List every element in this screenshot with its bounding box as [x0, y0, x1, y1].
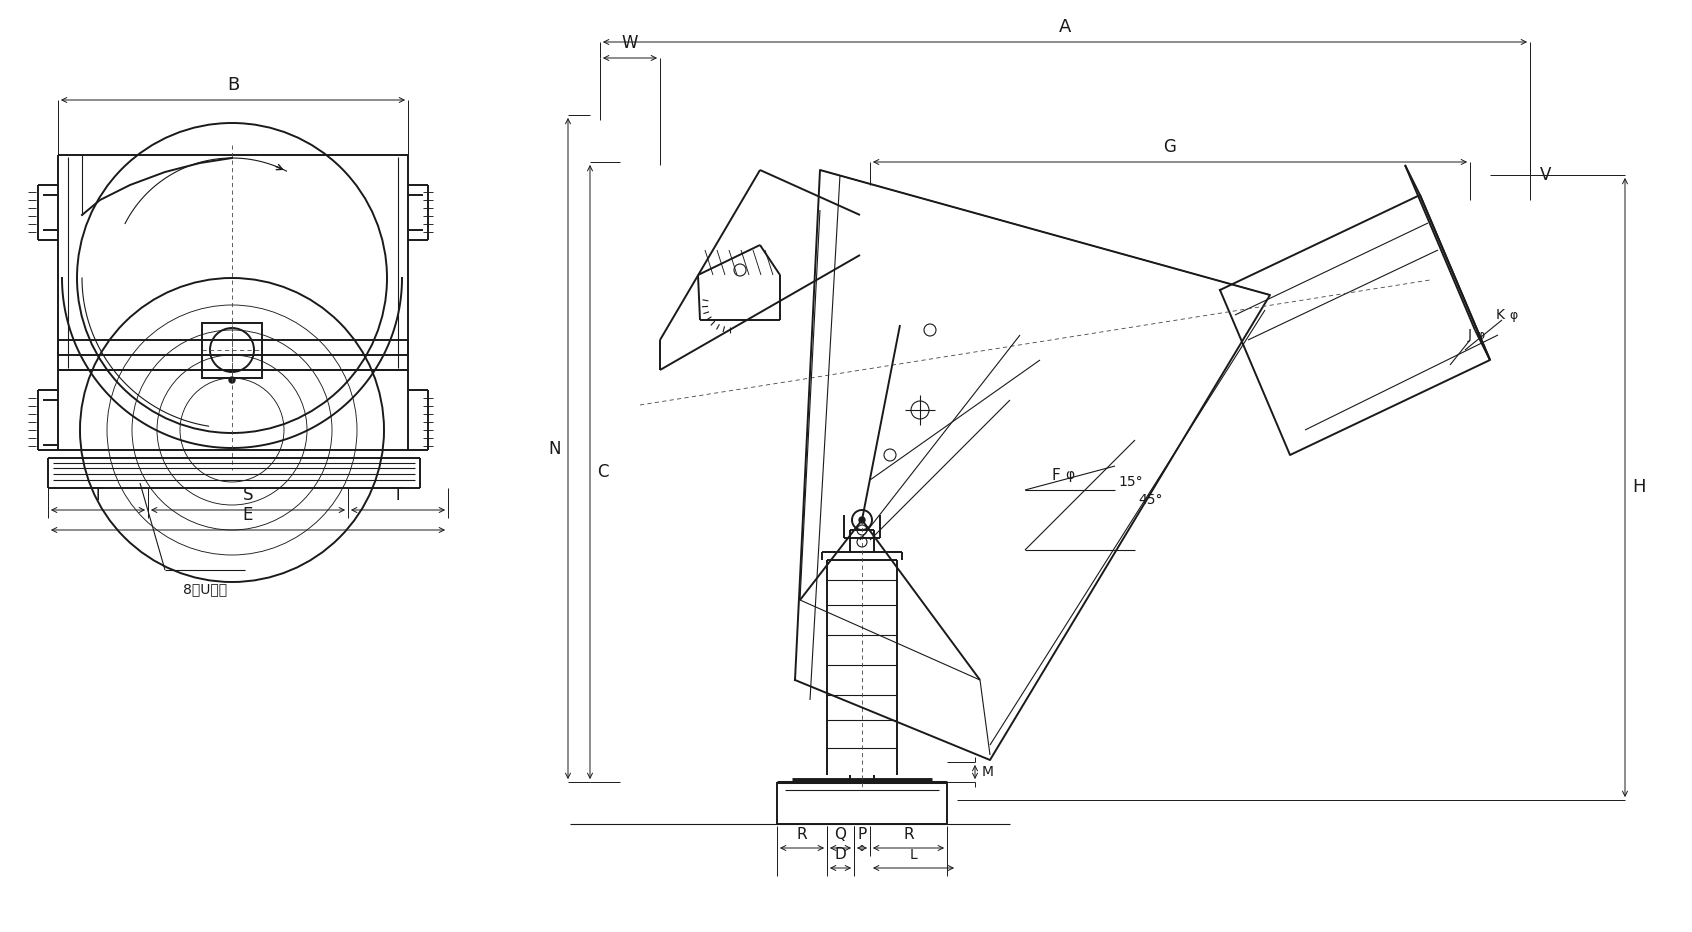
Text: R: R — [797, 827, 807, 842]
Text: W: W — [621, 34, 638, 52]
Text: A: A — [1059, 18, 1071, 36]
Text: D: D — [834, 847, 846, 862]
Text: B: B — [227, 76, 239, 94]
Text: H: H — [1633, 478, 1646, 497]
Text: P: P — [858, 827, 866, 842]
Text: J: J — [1469, 328, 1472, 342]
Text: V: V — [1540, 166, 1552, 184]
Text: S: S — [242, 486, 254, 504]
Text: T: T — [93, 486, 103, 504]
Circle shape — [860, 517, 865, 523]
Text: M: M — [981, 765, 993, 779]
Text: C: C — [597, 463, 609, 481]
Text: 8－Uキリ: 8－Uキリ — [183, 582, 227, 596]
Text: T: T — [393, 486, 403, 504]
Text: φ: φ — [1509, 308, 1518, 322]
Text: φ: φ — [1475, 328, 1484, 341]
Text: 15°: 15° — [1118, 475, 1142, 489]
Text: F: F — [1051, 468, 1059, 483]
Circle shape — [228, 377, 235, 383]
Text: 45°: 45° — [1139, 493, 1162, 507]
Text: Q: Q — [834, 827, 846, 842]
Text: φ: φ — [1064, 468, 1074, 482]
Text: E: E — [244, 506, 254, 524]
Text: N: N — [548, 440, 562, 458]
Text: R: R — [904, 827, 914, 842]
Text: K: K — [1496, 308, 1504, 322]
Text: L: L — [910, 848, 917, 862]
Bar — [201, 322, 262, 377]
Text: G: G — [1164, 138, 1176, 156]
